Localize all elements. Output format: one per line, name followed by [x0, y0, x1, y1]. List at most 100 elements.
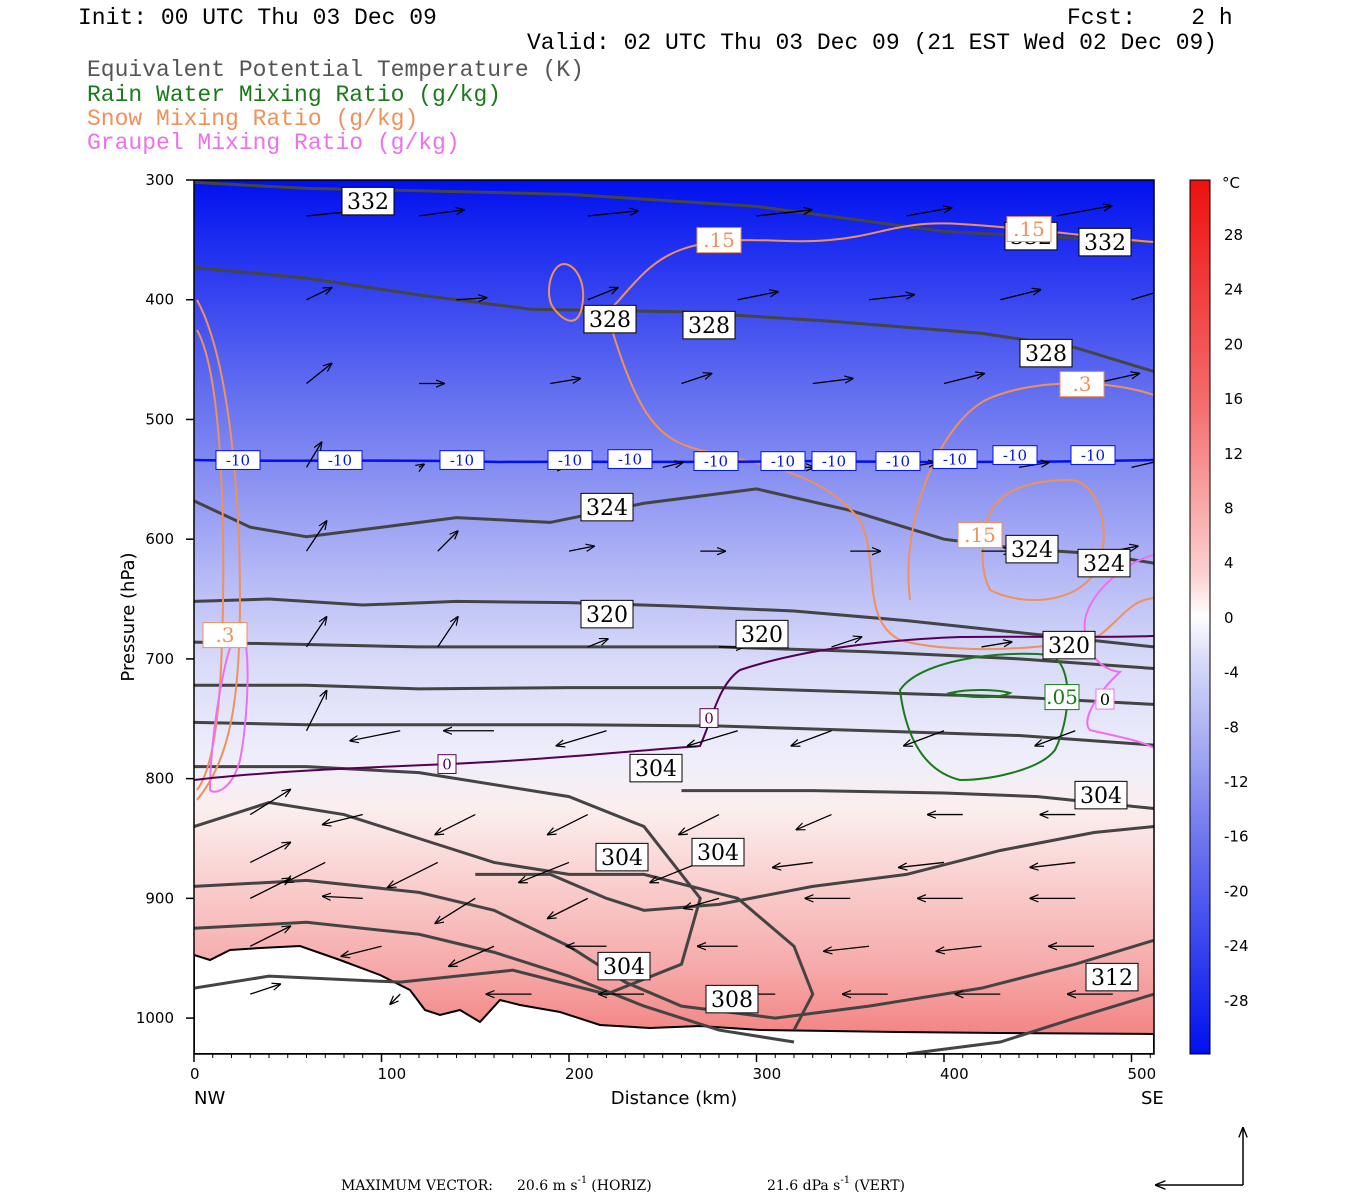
x-tick-label: 100 [378, 1065, 407, 1083]
terrain-mask [194, 944, 1154, 1054]
wind-vector [249, 842, 290, 864]
contour-label: 324 [1005, 534, 1059, 564]
colorbar-tick-label: 28 [1224, 226, 1243, 244]
valid-time-label: Valid: 02 UTC Thu 03 Dec 09 (21 EST Wed … [527, 30, 1218, 56]
wind-vector [306, 288, 332, 301]
svg-text:324: 324 [1011, 538, 1053, 563]
legend-snow: Snow Mixing Ratio (g/kg) [87, 106, 419, 132]
forecast-hour-label: Fcst: 2 h [1067, 5, 1233, 31]
max-vector-horiz: 20.6 m s-1 (HORIZ) [517, 1175, 652, 1194]
contour-label: -10 [811, 451, 857, 471]
svg-text:332: 332 [347, 190, 389, 215]
contour-label: 304 [597, 951, 651, 981]
wind-vector [323, 813, 363, 825]
contour-label: 328 [583, 304, 637, 334]
wind-vector [390, 993, 401, 1004]
rain-contour [946, 689, 1013, 699]
wind-vector [904, 730, 945, 746]
contour-label: 332 [341, 186, 395, 216]
colorbar-tick-label: 4 [1224, 554, 1234, 572]
svg-text:-10: -10 [618, 450, 642, 468]
wind-vector [305, 617, 327, 648]
colorbar-tick-label: 8 [1224, 500, 1234, 518]
legend-graupel: Graupel Mixing Ratio (g/kg) [87, 130, 460, 156]
contour-label: -10 [992, 445, 1038, 465]
theta-e-contour [194, 878, 1154, 1020]
axes: 0 100 200 300 400 500 300 400 500 600 700 800 900 100… [136, 171, 1156, 1083]
max-vector-vert: 21.6 dPa s-1 (VERT) [767, 1175, 905, 1194]
y-axis-label: Pressure (hPa) [118, 552, 139, 681]
contour-label: 320 [1042, 630, 1096, 660]
contour-label: -10 [875, 451, 921, 471]
svg-text:0: 0 [1100, 690, 1110, 709]
svg-text:-10: -10 [558, 451, 582, 469]
wind-vector [388, 861, 439, 887]
wind-vector [548, 897, 589, 918]
svg-text:-10: -10 [771, 452, 795, 470]
contour-label: 324 [1077, 548, 1131, 578]
svg-text:324: 324 [1083, 552, 1125, 577]
wind-vector [587, 639, 608, 648]
x-tick-label: 200 [565, 1065, 594, 1083]
theta-e-contour [475, 825, 1154, 912]
svg-text:-10: -10 [1003, 446, 1027, 464]
svg-text:-10: -10 [943, 450, 967, 468]
svg-text:.15: .15 [964, 523, 996, 547]
svg-text:320: 320 [586, 603, 628, 628]
svg-text:332: 332 [1084, 231, 1126, 256]
theta-e-contour [194, 720, 1154, 747]
contour-label: 312 [1085, 962, 1139, 992]
svg-text:320: 320 [1048, 634, 1090, 659]
theta-e-contour [906, 992, 1154, 1054]
wind-vector [249, 926, 290, 947]
wind-vector [824, 945, 870, 951]
wind-vector [812, 379, 853, 385]
wind-vector [737, 292, 778, 301]
contour-label: 304 [629, 753, 683, 783]
contour-label: 332 [1078, 227, 1132, 257]
theta-e-contour [194, 920, 795, 1044]
theta-e-contour [194, 180, 1154, 244]
contour-label: 320 [735, 619, 789, 649]
scale-arrows [1156, 1128, 1243, 1185]
svg-text:.3: .3 [215, 623, 234, 647]
contour-labels: 3323323323283283283243243243203203203043… [202, 186, 1139, 1014]
contour-label: .3 [202, 622, 248, 649]
colorbar-tick-label: 0 [1224, 609, 1234, 627]
wind-vector [773, 861, 813, 867]
graupel-contour [1083, 554, 1154, 749]
x-axis-label: Distance (km) [611, 1088, 737, 1109]
snow-contour [196, 299, 242, 801]
svg-text:328: 328 [688, 314, 730, 339]
colorbar-tick-label: 12 [1224, 445, 1243, 463]
svg-text:.3: .3 [1072, 372, 1091, 396]
y-tick-label: 700 [145, 650, 174, 668]
colorbar-tick-label: 16 [1224, 390, 1243, 408]
contour-label: .15 [696, 227, 742, 254]
svg-text:308: 308 [711, 988, 753, 1013]
svg-text:312: 312 [1091, 966, 1133, 991]
colorbar-tick-label: -8 [1224, 718, 1239, 736]
rain-contour [898, 652, 1069, 782]
contour-label: 0 [437, 754, 457, 774]
wind-vector [456, 298, 487, 300]
wind-vector [418, 210, 464, 217]
y-tick-label: 500 [145, 410, 174, 428]
wind-vector [437, 531, 458, 552]
svg-text:-10: -10 [704, 452, 728, 470]
wind-vector [350, 730, 401, 741]
wind-vector [249, 790, 290, 816]
contour-label: 304 [691, 837, 745, 867]
wind-vector [305, 442, 322, 468]
wind-vector [1035, 730, 1076, 746]
contour-label: -10 [547, 450, 593, 470]
y-tick-label: 800 [145, 770, 174, 788]
wind-vector [435, 897, 476, 923]
init-time-label: Init: 00 UTC Thu 03 Dec 09 [78, 5, 437, 31]
wind-vector [792, 730, 832, 746]
wind-vector [548, 813, 589, 835]
colorbar-tick-label: 24 [1224, 281, 1243, 299]
svg-text:.15: .15 [703, 228, 735, 252]
svg-text:-10: -10 [1081, 446, 1105, 464]
